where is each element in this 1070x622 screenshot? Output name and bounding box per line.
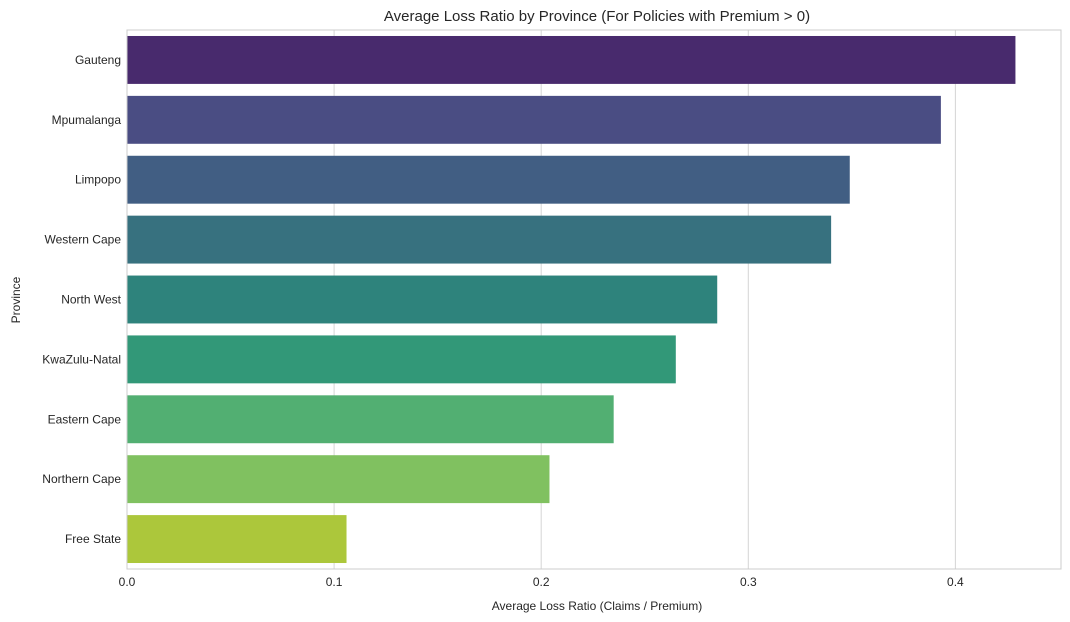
y-tick-label: Eastern Cape [48,412,122,426]
bar-gauteng [127,35,1016,84]
bar-northern-cape [127,455,550,504]
bar-western-cape [127,215,832,264]
y-tick-labels: Gauteng Mpumalanga Limpopo Western Cape Nort… [42,53,121,546]
bars [127,35,1016,564]
bar-mpumalanga [127,95,941,144]
y-tick-label: Free State [65,532,121,546]
x-tick-label: 0.1 [326,575,343,589]
y-tick-label: Northern Cape [42,472,121,486]
chart-title: Average Loss Ratio by Province (For Poli… [384,8,810,25]
x-axis-label: Average Loss Ratio (Claims / Premium) [492,599,703,613]
y-tick-label: Limpopo [75,173,121,187]
x-tick-label: 0.0 [119,575,136,589]
y-tick-label: Western Cape [45,233,122,247]
y-tick-label: Mpumalanga [52,113,122,127]
bar-north-west [127,275,718,324]
x-tick-label: 0.4 [947,575,964,589]
bar-limpopo [127,155,850,204]
plot-frame [126,29,1062,570]
bar-eastern-cape [127,395,614,444]
bar-free-state [127,515,347,564]
y-axis-label: Province [9,276,23,323]
x-tick-labels: 0.0 0.1 0.2 0.3 0.4 [119,575,964,589]
x-tick-label: 0.2 [533,575,550,589]
bar-kwazulu-natal [127,335,676,384]
y-tick-label: North West [61,293,121,307]
x-tick-label: 0.3 [740,575,757,589]
y-tick-label: KwaZulu-Natal [42,352,121,366]
y-tick-label: Gauteng [75,53,121,67]
